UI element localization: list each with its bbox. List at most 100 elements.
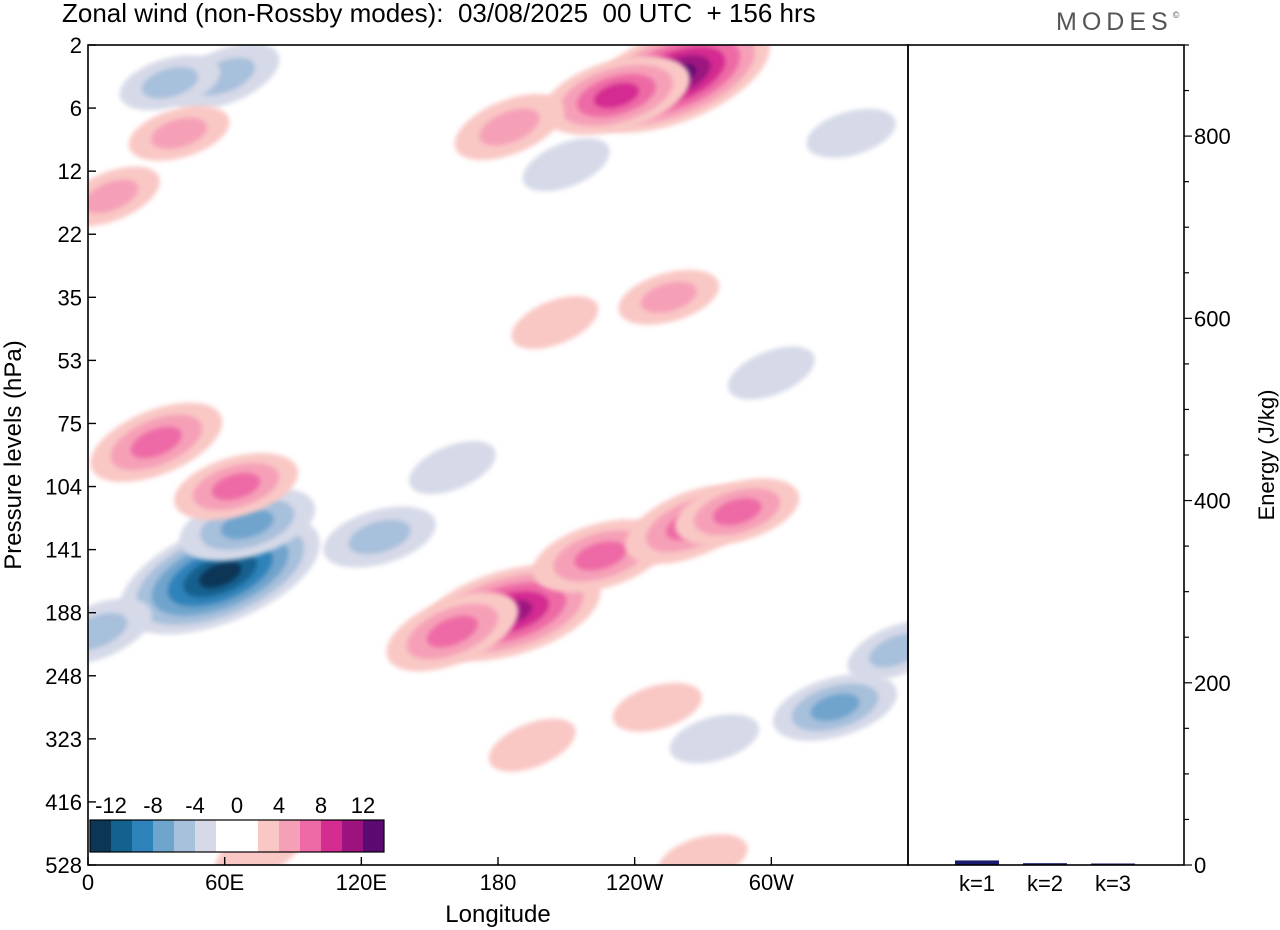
wind-cell bbox=[128, 105, 230, 161]
contour-band bbox=[522, 138, 610, 192]
contour-band bbox=[806, 108, 896, 158]
y-tick-label: 12 bbox=[58, 159, 82, 184]
contour-band bbox=[150, 117, 208, 150]
contour-band bbox=[658, 834, 748, 865]
wind-contour-field bbox=[88, 45, 908, 865]
energy-bar-panel: 0 200 400 600 800 k=1 k=2 k=3 bbox=[955, 44, 1231, 896]
contour-band bbox=[511, 295, 599, 350]
y-tick-label: 248 bbox=[45, 664, 82, 689]
colorbar-swatch bbox=[363, 820, 384, 852]
y-tick-label: 35 bbox=[58, 285, 82, 310]
y-tick-label: 323 bbox=[45, 727, 82, 752]
y-tick-label: 22 bbox=[58, 222, 82, 247]
wind-cell bbox=[806, 108, 896, 158]
wind-cell bbox=[618, 269, 720, 325]
colorbar-label: -4 bbox=[185, 793, 205, 818]
contour-band bbox=[211, 472, 261, 501]
bar-category-label: k=1 bbox=[959, 871, 995, 896]
y-tick-label: 104 bbox=[45, 475, 82, 500]
wind-cell bbox=[542, 56, 691, 135]
y-tick-label: 141 bbox=[45, 538, 82, 563]
energy-tick-label: 800 bbox=[1194, 124, 1231, 149]
y-tick-label: 75 bbox=[58, 411, 82, 436]
y-tick-label: 188 bbox=[45, 601, 82, 626]
contour-band bbox=[88, 179, 139, 214]
colorbar-swatch bbox=[111, 820, 132, 852]
brand-text: MODES bbox=[1056, 8, 1173, 36]
energy-axis-label: Energy (J/kg) bbox=[1254, 390, 1279, 521]
contour-band bbox=[408, 441, 496, 495]
wind-cell bbox=[119, 55, 221, 111]
y-tick-label: 53 bbox=[58, 348, 82, 373]
wind-cell bbox=[511, 295, 599, 350]
wind-cell bbox=[488, 718, 576, 772]
contour-band bbox=[869, 633, 908, 668]
contour-band bbox=[88, 612, 128, 651]
energy-panel-frame bbox=[907, 44, 1185, 866]
contour-band bbox=[198, 561, 242, 589]
bar-category-label: k=2 bbox=[1027, 871, 1063, 896]
contour-band bbox=[712, 497, 762, 526]
y-tick-label: 416 bbox=[45, 790, 82, 815]
colorbar-swatch bbox=[258, 820, 279, 852]
colorbar-swatch bbox=[321, 820, 342, 852]
contour-band bbox=[479, 108, 540, 146]
colorbar-swatch bbox=[153, 820, 174, 852]
x-tick-label: 120E bbox=[336, 870, 387, 895]
contour-band bbox=[727, 346, 815, 400]
contour-band bbox=[348, 519, 411, 555]
colorbar-swatch bbox=[174, 820, 195, 852]
x-axis-label: Longitude bbox=[445, 901, 550, 928]
energy-bar bbox=[1023, 863, 1067, 865]
y-axis-label: Pressure levels (hPa) bbox=[0, 340, 27, 569]
wind-cell bbox=[675, 478, 800, 546]
colorbar-label: -12 bbox=[95, 793, 127, 818]
x-tick-label: 120W bbox=[606, 870, 664, 895]
colorbar-swatch bbox=[90, 820, 111, 852]
wind-cell bbox=[522, 138, 610, 192]
colorbar: -12 -8 -4 0 4 8 12 bbox=[89, 793, 385, 853]
wind-cell bbox=[88, 598, 152, 665]
wind-cell bbox=[669, 714, 760, 764]
colorbar-label: 0 bbox=[231, 793, 243, 818]
wind-cell bbox=[408, 441, 496, 495]
contour-band bbox=[593, 82, 640, 109]
wind-cell bbox=[386, 591, 519, 672]
colorbar-swatch bbox=[132, 820, 153, 852]
contour-band bbox=[640, 281, 697, 314]
contour-band bbox=[810, 693, 860, 722]
contour-band bbox=[426, 615, 479, 648]
wind-cell bbox=[323, 506, 436, 568]
energy-tick-label: 400 bbox=[1194, 489, 1231, 514]
bar-category-label: k=3 bbox=[1095, 871, 1131, 896]
x-tick-label: 60W bbox=[749, 870, 794, 895]
brand-mark: © bbox=[1172, 10, 1180, 20]
colorbar-outline bbox=[89, 819, 385, 853]
colorbar-label: 4 bbox=[273, 793, 285, 818]
colorbar-swatch bbox=[237, 820, 258, 852]
contour-band bbox=[141, 66, 199, 99]
y-tick-label: 528 bbox=[45, 853, 82, 878]
energy-bar bbox=[955, 860, 999, 865]
contour-band bbox=[573, 540, 628, 571]
y-tick-label: 2 bbox=[70, 33, 82, 58]
colorbar-swatch bbox=[195, 820, 216, 852]
contour-band bbox=[488, 718, 576, 772]
colorbar-label: -8 bbox=[143, 793, 163, 818]
chart-title: Zonal wind (non-Rossby modes): 03/08/202… bbox=[62, 0, 816, 28]
energy-tick-label: 600 bbox=[1194, 306, 1231, 331]
x-tick-label: 0 bbox=[82, 870, 94, 895]
contour-band bbox=[669, 714, 760, 764]
wind-cell bbox=[88, 166, 160, 227]
wind-cell bbox=[174, 453, 299, 520]
wind-cell bbox=[612, 682, 703, 732]
energy-tick-label: 200 bbox=[1194, 671, 1231, 696]
wind-cell bbox=[90, 402, 223, 483]
colorbar-swatch bbox=[279, 820, 300, 852]
colorbar-swatch bbox=[300, 820, 321, 852]
wind-cell bbox=[773, 673, 898, 741]
contour-band bbox=[612, 682, 703, 732]
colorbar-swatch bbox=[342, 820, 363, 852]
